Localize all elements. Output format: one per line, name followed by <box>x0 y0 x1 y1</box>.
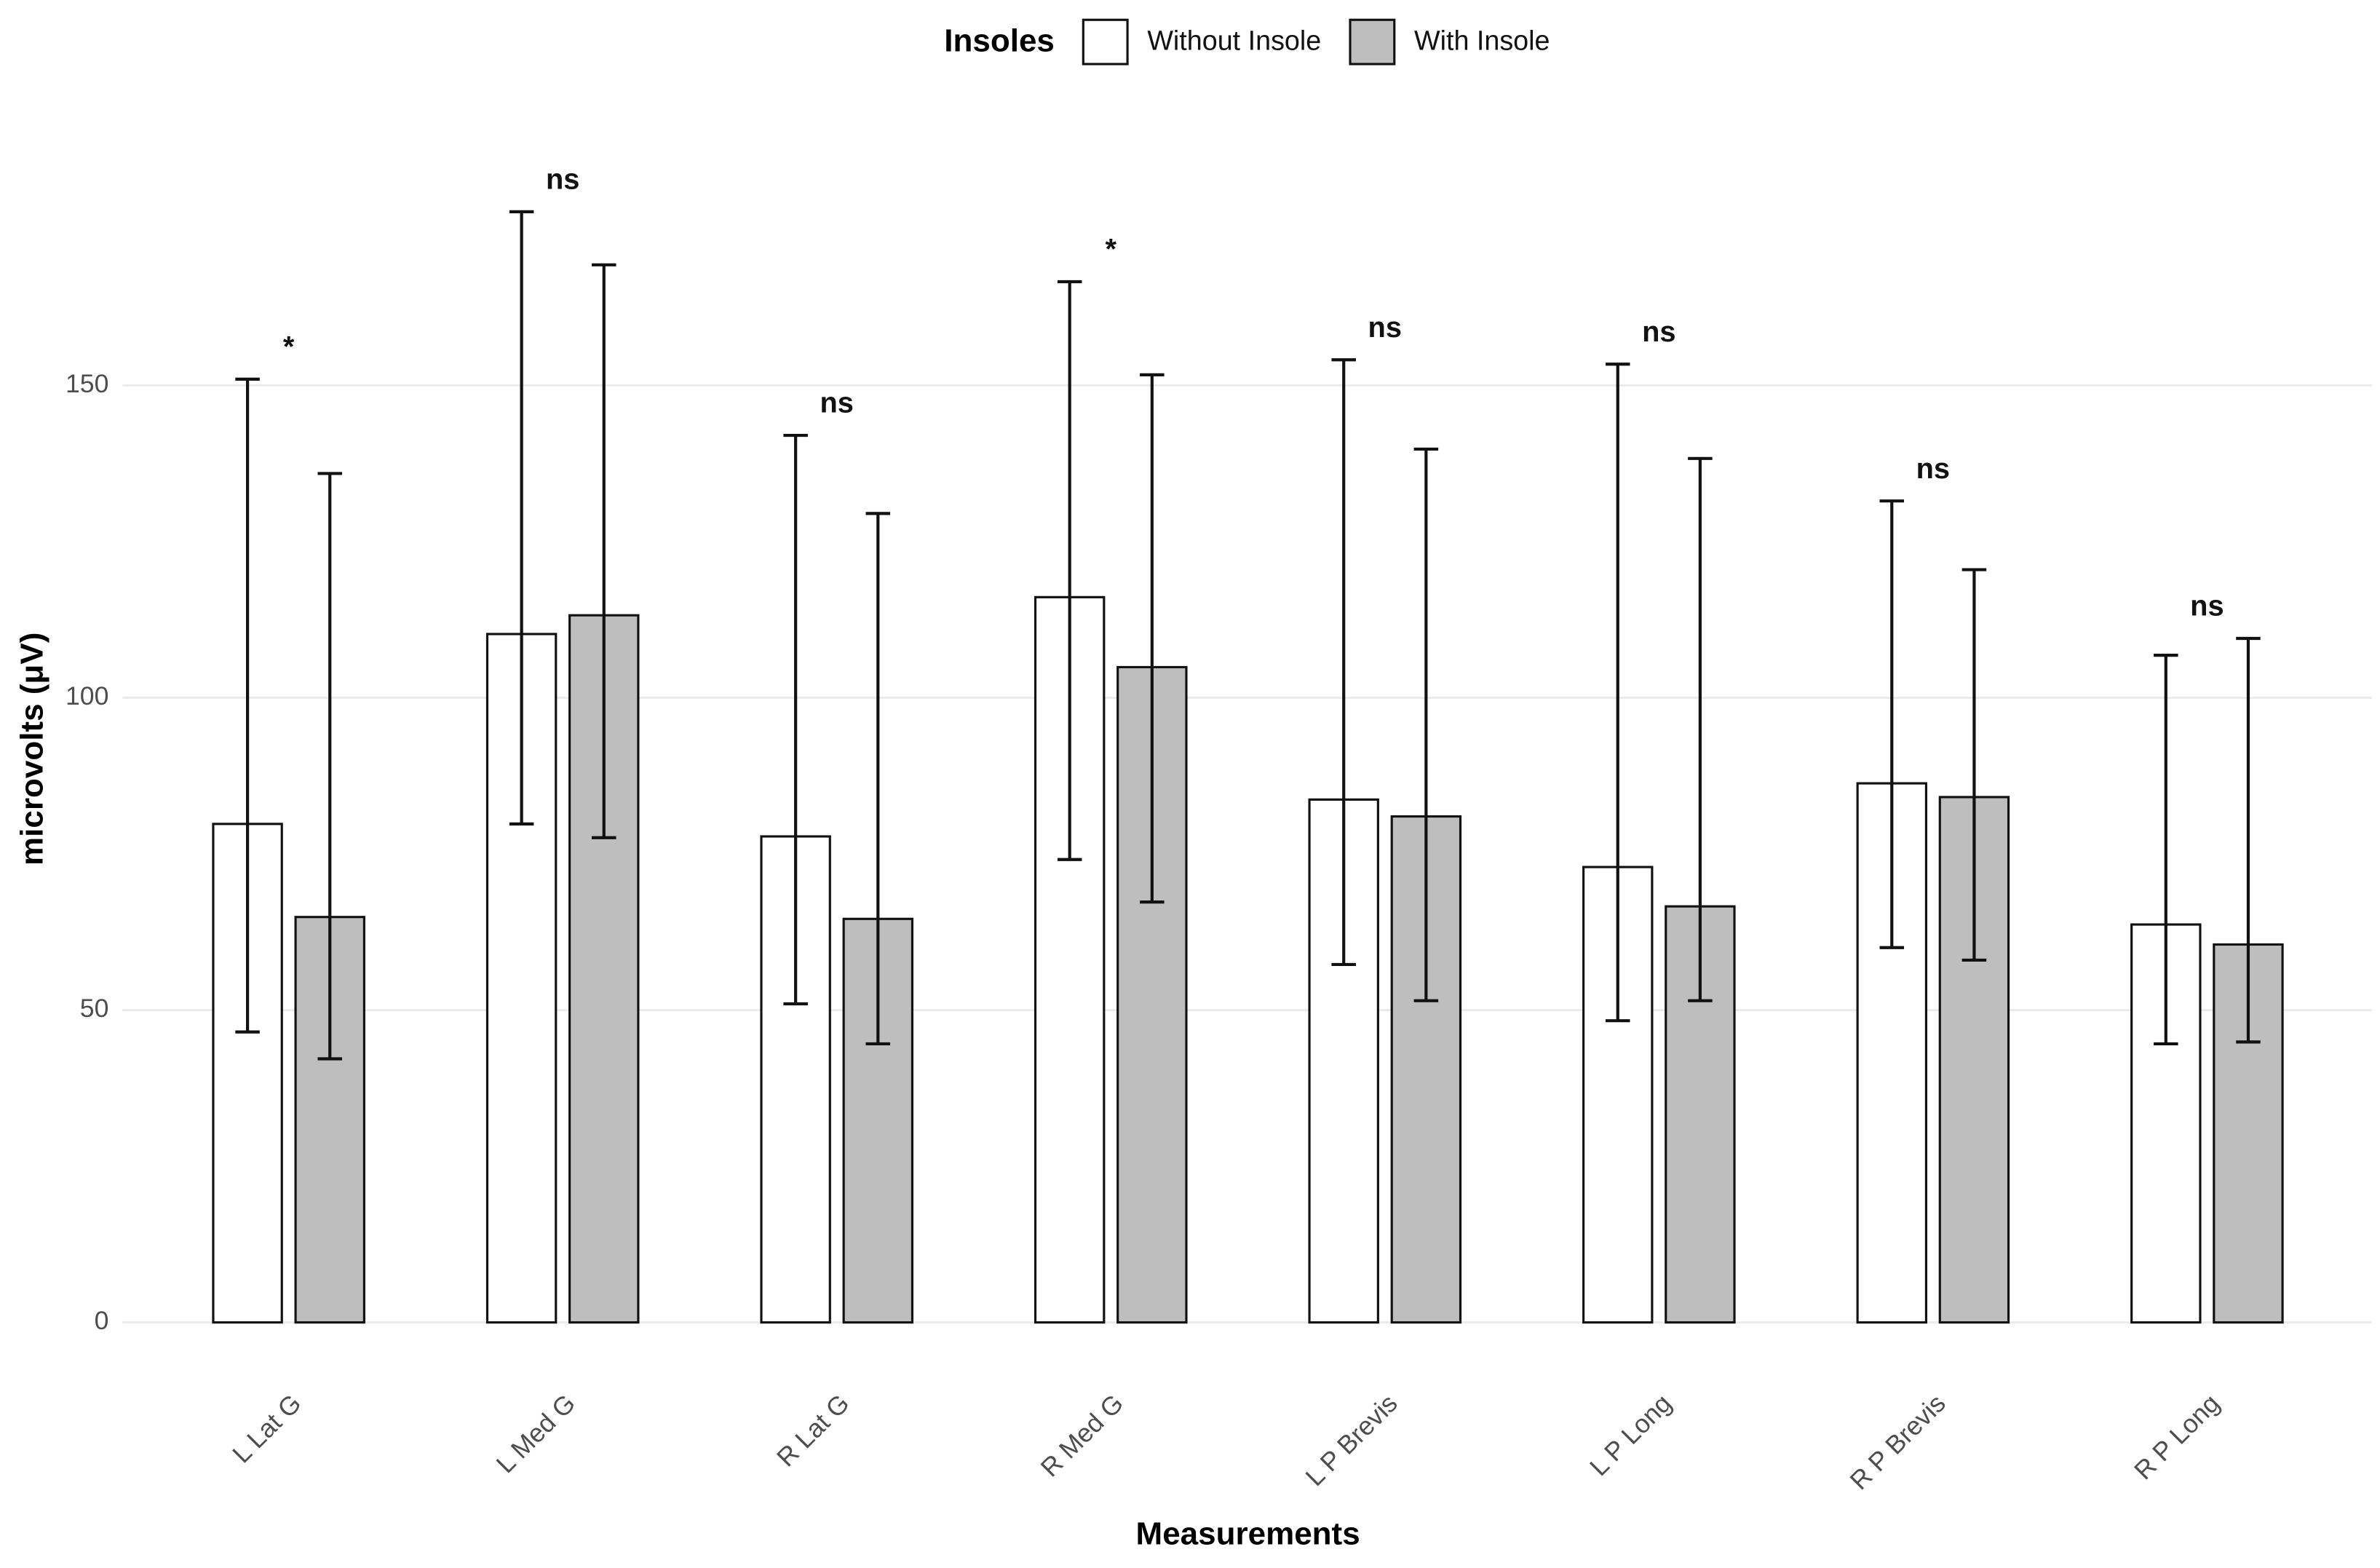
significance-label: ns <box>1368 312 1402 344</box>
legend-swatch <box>1082 18 1129 66</box>
x-tick-label: R Med G <box>1035 1389 1129 1483</box>
x-tick-label: L P Long <box>1584 1389 1677 1482</box>
significance-label: * <box>1106 234 1117 266</box>
bar <box>485 633 558 1324</box>
x-tick-label: R Lat G <box>771 1389 855 1473</box>
y-tick-label: 50 <box>80 994 109 1023</box>
x-tick-label: L Med G <box>491 1389 581 1479</box>
legend-label: Without Insole <box>1147 25 1321 56</box>
significance-label: * <box>283 330 295 363</box>
significance-label: ns <box>820 387 853 419</box>
x-tick-label: R P Brevis <box>1844 1389 1951 1496</box>
significance-label: ns <box>1916 453 1950 485</box>
significance-label: ns <box>2190 590 2224 622</box>
significance-label: ns <box>1642 316 1675 348</box>
legend-title: Insoles <box>944 23 1055 58</box>
x-axis-title: Measurements <box>1136 1516 1360 1552</box>
x-tick-label: R P Long <box>2128 1389 2225 1486</box>
significance-label: ns <box>546 163 579 195</box>
y-tick-label: 150 <box>66 369 108 398</box>
x-tick-label: L Lat G <box>227 1389 307 1469</box>
y-tick-label: 0 <box>95 1306 109 1335</box>
y-axis-title: microvolts (μV) <box>14 633 49 866</box>
y-tick-label: 100 <box>66 681 108 710</box>
bar <box>2130 923 2202 1324</box>
x-tick-label: L P Brevis <box>1300 1389 1403 1492</box>
legend-swatch <box>1349 18 1396 66</box>
legend-label: With Insole <box>1414 25 1550 56</box>
